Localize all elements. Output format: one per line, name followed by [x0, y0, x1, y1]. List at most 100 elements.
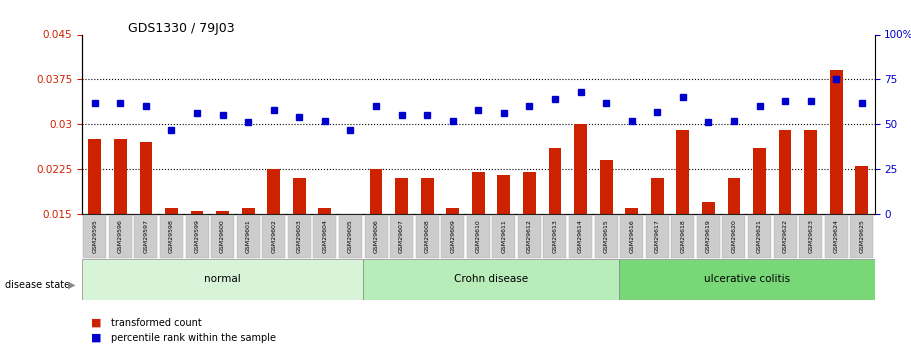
Text: normal: normal: [204, 275, 241, 284]
FancyBboxPatch shape: [671, 215, 694, 258]
FancyBboxPatch shape: [722, 215, 745, 258]
Text: GSM29600: GSM29600: [220, 219, 225, 253]
FancyBboxPatch shape: [646, 215, 669, 258]
Text: GSM29622: GSM29622: [783, 219, 788, 253]
Bar: [574, 124, 587, 214]
Bar: [804, 130, 817, 214]
Text: GSM29609: GSM29609: [450, 219, 456, 253]
Text: GSM29606: GSM29606: [374, 219, 378, 253]
Bar: [319, 208, 332, 214]
FancyBboxPatch shape: [390, 215, 413, 258]
FancyBboxPatch shape: [773, 215, 796, 258]
Bar: [241, 208, 254, 214]
Bar: [267, 169, 280, 214]
Text: disease state: disease state: [5, 280, 69, 289]
Text: ■: ■: [91, 318, 102, 327]
Text: GSM29608: GSM29608: [425, 219, 430, 253]
Text: GSM29615: GSM29615: [604, 219, 609, 253]
Bar: [216, 211, 229, 214]
FancyBboxPatch shape: [363, 259, 619, 300]
FancyBboxPatch shape: [160, 215, 183, 258]
Bar: [165, 208, 178, 214]
Text: GSM29611: GSM29611: [501, 219, 507, 253]
FancyBboxPatch shape: [237, 215, 260, 258]
FancyBboxPatch shape: [83, 215, 107, 258]
Text: GSM29619: GSM29619: [706, 219, 711, 253]
Text: GSM29605: GSM29605: [348, 219, 353, 253]
Text: GSM29617: GSM29617: [655, 219, 660, 253]
Bar: [190, 211, 203, 214]
Text: GSM29620: GSM29620: [732, 219, 736, 253]
FancyBboxPatch shape: [288, 215, 311, 258]
FancyBboxPatch shape: [364, 215, 387, 258]
FancyBboxPatch shape: [466, 215, 490, 258]
FancyBboxPatch shape: [824, 215, 848, 258]
Text: GSM29595: GSM29595: [92, 219, 97, 253]
Text: percentile rank within the sample: percentile rank within the sample: [111, 333, 276, 343]
Text: GSM29604: GSM29604: [322, 219, 327, 253]
FancyBboxPatch shape: [799, 215, 822, 258]
Bar: [702, 202, 715, 214]
Text: transformed count: transformed count: [111, 318, 202, 327]
Text: GSM29618: GSM29618: [681, 219, 685, 253]
Bar: [139, 142, 152, 214]
Bar: [676, 130, 690, 214]
FancyBboxPatch shape: [748, 215, 771, 258]
Text: GSM29623: GSM29623: [808, 219, 814, 253]
Bar: [344, 214, 357, 223]
Text: GSM29598: GSM29598: [169, 219, 174, 253]
FancyBboxPatch shape: [850, 215, 874, 258]
FancyBboxPatch shape: [441, 215, 465, 258]
Bar: [625, 208, 638, 214]
Bar: [523, 172, 536, 214]
Bar: [370, 169, 383, 214]
FancyBboxPatch shape: [339, 215, 362, 258]
Bar: [779, 130, 792, 214]
Text: GSM29625: GSM29625: [859, 219, 865, 253]
Bar: [830, 70, 843, 214]
Text: ulcerative colitis: ulcerative colitis: [703, 275, 790, 284]
FancyBboxPatch shape: [186, 215, 209, 258]
Text: GSM29612: GSM29612: [527, 219, 532, 253]
FancyBboxPatch shape: [135, 215, 158, 258]
Bar: [88, 139, 101, 214]
FancyBboxPatch shape: [517, 215, 541, 258]
Text: GSM29610: GSM29610: [476, 219, 481, 253]
FancyBboxPatch shape: [620, 215, 643, 258]
FancyBboxPatch shape: [108, 215, 132, 258]
Bar: [548, 148, 561, 214]
Text: GSM29607: GSM29607: [399, 219, 404, 253]
Bar: [395, 178, 408, 214]
Bar: [421, 178, 434, 214]
FancyBboxPatch shape: [569, 215, 592, 258]
FancyBboxPatch shape: [313, 215, 336, 258]
FancyBboxPatch shape: [619, 259, 875, 300]
Text: GSM29601: GSM29601: [246, 219, 251, 253]
Text: GDS1330 / 79J03: GDS1330 / 79J03: [128, 22, 234, 36]
Text: GSM29599: GSM29599: [195, 219, 200, 253]
Bar: [293, 178, 306, 214]
Text: GSM29614: GSM29614: [578, 219, 583, 253]
FancyBboxPatch shape: [211, 215, 234, 258]
Bar: [114, 139, 127, 214]
Text: GSM29596: GSM29596: [118, 219, 123, 253]
FancyBboxPatch shape: [595, 215, 618, 258]
FancyBboxPatch shape: [262, 215, 285, 258]
FancyBboxPatch shape: [82, 259, 363, 300]
Text: GSM29603: GSM29603: [297, 219, 302, 253]
Bar: [855, 166, 868, 214]
FancyBboxPatch shape: [697, 215, 720, 258]
Text: GSM29613: GSM29613: [552, 219, 558, 253]
Bar: [599, 160, 612, 214]
Bar: [472, 172, 485, 214]
Text: GSM29602: GSM29602: [271, 219, 276, 253]
Text: GSM29597: GSM29597: [143, 219, 148, 253]
FancyBboxPatch shape: [415, 215, 439, 258]
Text: ▶: ▶: [68, 280, 76, 289]
Bar: [446, 208, 459, 214]
Text: GSM29616: GSM29616: [630, 219, 634, 253]
FancyBboxPatch shape: [492, 215, 516, 258]
Bar: [728, 178, 741, 214]
Text: GSM29624: GSM29624: [834, 219, 839, 253]
Bar: [753, 148, 766, 214]
